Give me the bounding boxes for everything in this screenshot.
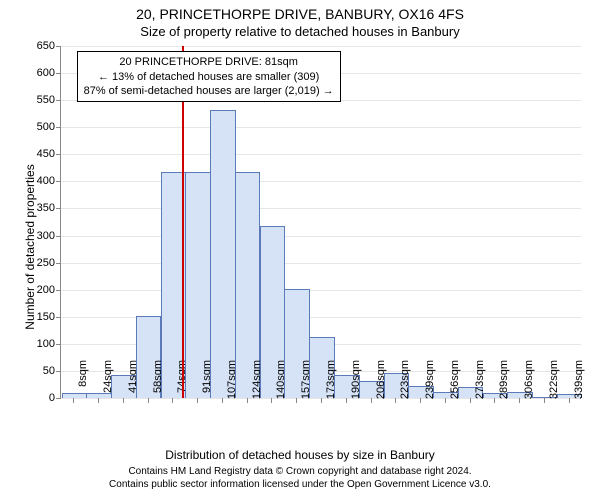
copyright-line2: Contains public sector information licen…	[109, 479, 491, 490]
x-tick-mark	[148, 398, 149, 403]
x-tick-mark	[123, 398, 124, 403]
x-tick-mark	[445, 398, 446, 403]
x-tick-mark	[197, 398, 198, 403]
gridline	[61, 263, 581, 264]
y-tick-label: 0	[49, 392, 61, 404]
chart-subtitle: Size of property relative to detached ho…	[0, 24, 600, 39]
x-tick-mark	[395, 398, 396, 403]
y-tick-label: 200	[37, 284, 61, 296]
gridline	[61, 208, 581, 209]
x-tick-mark	[321, 398, 322, 403]
y-tick-label: 400	[37, 175, 61, 187]
annotation-box: 20 PRINCETHORPE DRIVE: 81sqm← 13% of det…	[77, 51, 341, 102]
x-tick-mark	[172, 398, 173, 403]
x-tick-mark	[73, 398, 74, 403]
gridline	[61, 181, 581, 182]
gridline	[61, 46, 581, 47]
chart-container: 20, PRINCETHORPE DRIVE, BANBURY, OX16 4F…	[0, 0, 600, 500]
x-tick-mark	[371, 398, 372, 403]
y-axis-label: Number of detached properties	[23, 147, 37, 347]
y-tick-label: 150	[37, 311, 61, 323]
x-tick-mark	[470, 398, 471, 403]
annotation-line1: 20 PRINCETHORPE DRIVE: 81sqm	[84, 55, 334, 69]
x-tick-mark	[519, 398, 520, 403]
copyright-text: Contains HM Land Registry data © Crown c…	[0, 466, 600, 491]
x-tick-mark	[222, 398, 223, 403]
histogram-bar	[210, 110, 236, 398]
chart-title: 20, PRINCETHORPE DRIVE, BANBURY, OX16 4F…	[0, 6, 600, 22]
x-tick-mark	[420, 398, 421, 403]
gridline	[61, 236, 581, 237]
y-tick-label: 100	[37, 338, 61, 350]
x-tick-mark	[247, 398, 248, 403]
y-tick-label: 650	[37, 40, 61, 52]
y-tick-label: 300	[37, 230, 61, 242]
y-tick-label: 450	[37, 148, 61, 160]
x-tick-label: 339sqm	[573, 356, 585, 404]
gridline	[61, 290, 581, 291]
y-tick-label: 600	[37, 67, 61, 79]
x-tick-mark	[271, 398, 272, 403]
copyright-line1: Contains HM Land Registry data © Crown c…	[128, 466, 471, 477]
gridline	[61, 127, 581, 128]
y-tick-label: 250	[37, 257, 61, 269]
y-tick-label: 550	[37, 94, 61, 106]
x-axis-label: Distribution of detached houses by size …	[0, 448, 600, 462]
gridline	[61, 154, 581, 155]
x-tick-mark	[346, 398, 347, 403]
y-tick-label: 50	[43, 365, 61, 377]
x-tick-mark	[544, 398, 545, 403]
x-tick-mark	[494, 398, 495, 403]
x-tick-mark	[296, 398, 297, 403]
annotation-line2: ← 13% of detached houses are smaller (30…	[84, 70, 334, 84]
y-tick-label: 500	[37, 121, 61, 133]
y-tick-label: 350	[37, 202, 61, 214]
x-tick-mark	[98, 398, 99, 403]
plot-area: 0501001502002503003504004505005506006508…	[60, 46, 581, 399]
annotation-line3: 87% of semi-detached houses are larger (…	[84, 84, 334, 98]
x-tick-mark	[569, 398, 570, 403]
